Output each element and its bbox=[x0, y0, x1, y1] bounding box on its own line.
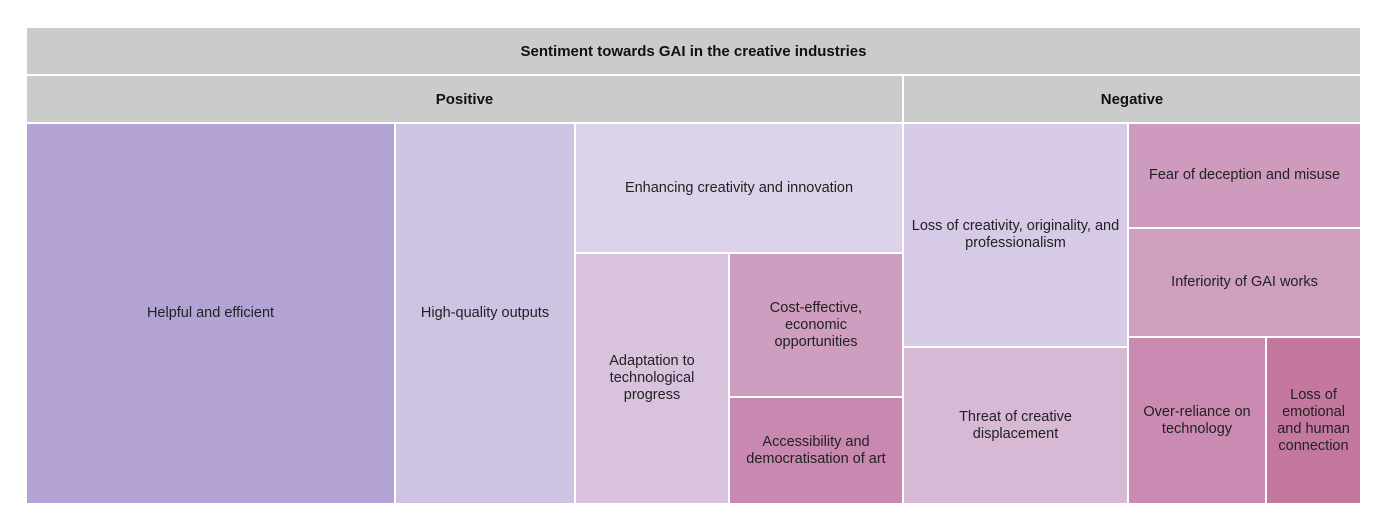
tile-inferiority-of-gai: Inferiority of GAI works bbox=[1129, 229, 1360, 336]
tile-high-quality-outputs: High-quality outputs bbox=[396, 124, 574, 503]
group-positive-header: Positive bbox=[27, 76, 902, 122]
tile-threat-of-displacement: Threat of creative displacement bbox=[904, 348, 1127, 503]
tile-loss-of-creativity: Loss of creativity, originality, and pro… bbox=[904, 124, 1127, 346]
tile-helpful-and-efficient: Helpful and efficient bbox=[27, 124, 394, 503]
tile-loss-of-emotional-connection: Loss of emotional and human connection bbox=[1267, 338, 1360, 503]
tile-adaptation-to-progress: Adaptation to technological progress bbox=[576, 254, 728, 503]
tile-cost-effective: Cost-effective, economic opportunities bbox=[730, 254, 902, 396]
tile-fear-of-deception: Fear of deception and misuse bbox=[1129, 124, 1360, 227]
group-negative-header: Negative bbox=[904, 76, 1360, 122]
tile-accessibility: Accessibility and democratisation of art bbox=[730, 398, 902, 503]
chart-title: Sentiment towards GAI in the creative in… bbox=[27, 28, 1360, 74]
tile-enhancing-creativity: Enhancing creativity and innovation bbox=[576, 124, 902, 252]
tile-over-reliance: Over-reliance on technology bbox=[1129, 338, 1265, 503]
